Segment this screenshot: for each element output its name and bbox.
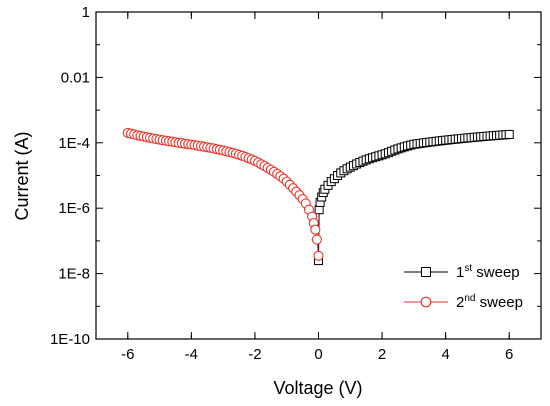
legend-label-1st-base: 1 [456, 264, 464, 281]
legend-label-2nd-rest: sweep [475, 294, 523, 311]
legend-label-1st-sup: st [464, 263, 472, 274]
y-tick-label: 0.01 [61, 69, 90, 86]
legend-item-2nd-sweep: 2nd sweep [404, 293, 523, 311]
data-point [313, 250, 324, 261]
data-point [311, 234, 322, 245]
data-point [310, 224, 321, 235]
y-tick-label: 1E-4 [58, 135, 90, 152]
axis-ticks [96, 11, 541, 340]
legend-item-1st-sweep: 1st sweep [404, 263, 520, 281]
x-tick-label: -6 [121, 346, 134, 363]
y-tick-label: 1E-10 [50, 331, 90, 348]
x-tick-label: 4 [441, 346, 449, 363]
x-tick-label: 6 [505, 346, 513, 363]
x-tick-label: -2 [248, 346, 261, 363]
series-1 [314, 129, 514, 266]
legend-label-2nd-sup: nd [464, 293, 475, 304]
legend-marker-1st [421, 267, 431, 277]
legend-label-2nd: 2nd sweep [456, 293, 523, 311]
y-tick-label: 1E-8 [58, 266, 90, 283]
y-axis-title: Current (A) [12, 131, 32, 220]
x-tick-label: 0 [314, 346, 322, 363]
y-tick-label: 1E-6 [58, 200, 90, 217]
x-tick-label: 2 [378, 346, 386, 363]
plot-frame [95, 11, 542, 340]
data-point [504, 129, 514, 139]
x-tick-label: -4 [185, 346, 198, 363]
legend-label-1st: 1st sweep [456, 263, 520, 281]
series-layer [122, 127, 514, 266]
legend-label-1st-rest: sweep [472, 264, 520, 281]
series-line-1 [318, 133, 510, 261]
x-axis-title: Voltage (V) [273, 378, 362, 398]
axis-tick-labels: -6 -4 -2 0 2 4 6 1E-10 1E-8 1E-6 1E-4 0.01 1 [50, 4, 513, 363]
legend-label-2nd-base: 2 [456, 294, 464, 311]
legend: 1st sweep 2nd sweep [404, 263, 523, 311]
series-2 [122, 127, 324, 261]
y-tick-label: 1 [82, 4, 90, 21]
legend-marker-2nd [420, 296, 432, 308]
